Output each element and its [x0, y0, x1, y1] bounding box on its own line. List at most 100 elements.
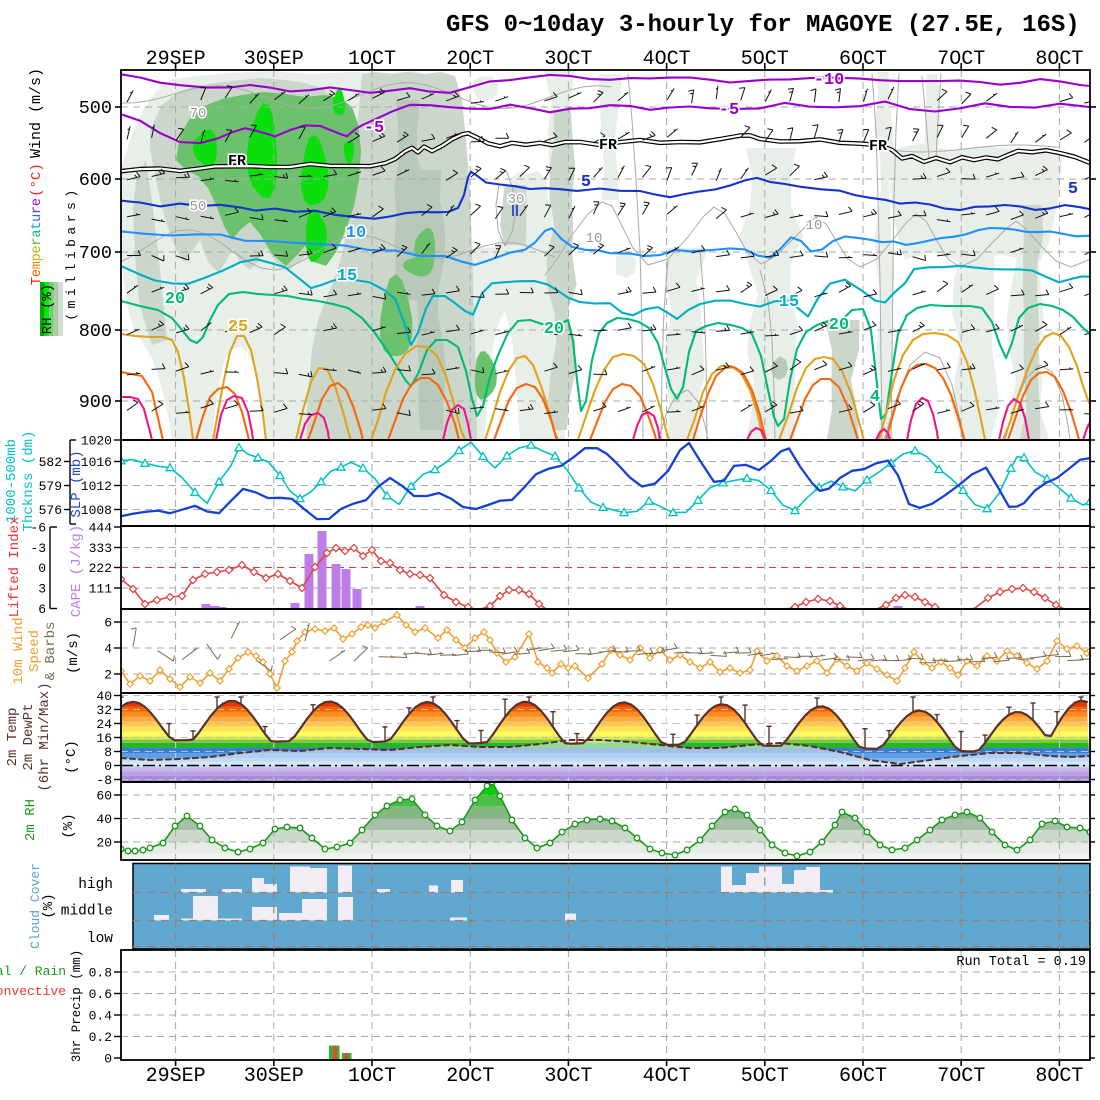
- svg-text:1OCT: 1OCT: [348, 1065, 396, 1088]
- svg-text:Run Total = 0.19: Run Total = 0.19: [956, 955, 1086, 970]
- svg-text:0: 0: [104, 759, 112, 774]
- svg-text:-6: -6: [30, 521, 46, 536]
- svg-text:(°C): (°C): [64, 740, 80, 774]
- svg-text:SLP (mb): SLP (mb): [69, 450, 85, 517]
- svg-text:1012: 1012: [81, 479, 112, 494]
- svg-text:20: 20: [96, 836, 112, 851]
- svg-text:600: 600: [79, 170, 112, 191]
- svg-text:50: 50: [190, 199, 207, 215]
- svg-text:7OCT: 7OCT: [937, 48, 985, 71]
- svg-text:Convective: Convective: [0, 984, 66, 999]
- svg-text:high: high: [78, 877, 113, 893]
- svg-text:-5: -5: [364, 119, 384, 138]
- svg-text:4: 4: [104, 642, 112, 657]
- svg-text:30SEP: 30SEP: [244, 1065, 304, 1088]
- svg-text:7OCT: 7OCT: [937, 1065, 985, 1088]
- svg-text:Thcknss (dm): Thcknss (dm): [21, 431, 37, 532]
- svg-text:20: 20: [165, 290, 185, 309]
- svg-text:t: t: [30, 222, 45, 230]
- svg-text:r: r: [30, 237, 45, 245]
- svg-text:32: 32: [96, 703, 112, 718]
- svg-text:e: e: [30, 269, 45, 277]
- svg-text:5: 5: [581, 173, 591, 192]
- svg-text:0.4: 0.4: [89, 1009, 113, 1024]
- svg-text:5: 5: [1068, 180, 1078, 199]
- svg-text:a: a: [30, 230, 45, 238]
- svg-text:3OCT: 3OCT: [544, 1065, 592, 1088]
- svg-text:500: 500: [79, 98, 112, 119]
- svg-text:Cloud Cover: Cloud Cover: [28, 863, 43, 949]
- svg-text:5OCT: 5OCT: [741, 48, 789, 71]
- svg-text:15: 15: [337, 267, 357, 286]
- svg-text:0.6: 0.6: [89, 987, 112, 1002]
- svg-text:900: 900: [79, 392, 112, 413]
- svg-text:30: 30: [508, 192, 525, 208]
- svg-text:25: 25: [228, 318, 248, 337]
- svg-text:800: 800: [79, 321, 112, 342]
- svg-text:30SEP: 30SEP: [244, 48, 304, 71]
- svg-text:6: 6: [38, 602, 46, 617]
- svg-text:10: 10: [806, 218, 823, 234]
- svg-text:-8: -8: [96, 773, 112, 788]
- svg-text:FR: FR: [869, 138, 887, 155]
- svg-text:2OCT: 2OCT: [446, 1065, 494, 1088]
- svg-text:1008: 1008: [81, 503, 112, 518]
- svg-text:e: e: [30, 198, 45, 206]
- svg-text:& Barbs: & Barbs: [43, 622, 59, 681]
- svg-text:(millibars): (millibars): [64, 185, 79, 320]
- svg-text:(°C): (°C): [29, 163, 45, 197]
- svg-text:3hr Precip (mm): 3hr Precip (mm): [70, 950, 84, 1063]
- svg-text:r: r: [30, 206, 45, 214]
- svg-text:4OCT: 4OCT: [643, 48, 691, 71]
- svg-text:111: 111: [89, 582, 113, 597]
- svg-text:2OCT: 2OCT: [446, 48, 494, 71]
- svg-text:5OCT: 5OCT: [741, 1065, 789, 1088]
- svg-text:579: 579: [39, 479, 62, 494]
- svg-text:60: 60: [96, 789, 112, 804]
- svg-text:15: 15: [779, 293, 799, 312]
- svg-text:u: u: [30, 214, 45, 222]
- svg-text:low: low: [87, 931, 113, 947]
- svg-text:10: 10: [346, 224, 366, 243]
- svg-text:29SEP: 29SEP: [146, 1065, 206, 1088]
- svg-text:2m DewPt: 2m DewPt: [21, 703, 37, 770]
- svg-text:10m Wind: 10m Wind: [11, 617, 27, 684]
- svg-text:40: 40: [96, 689, 112, 704]
- svg-text:p: p: [30, 253, 45, 261]
- svg-text:1OCT: 1OCT: [348, 48, 396, 71]
- svg-text:middle: middle: [61, 904, 113, 920]
- svg-text:3: 3: [38, 582, 46, 597]
- svg-text:CAPE (J/kg): CAPE (J/kg): [69, 525, 85, 617]
- svg-text:8OCT: 8OCT: [1035, 48, 1083, 71]
- svg-text:576: 576: [39, 503, 62, 518]
- svg-text:700: 700: [79, 243, 112, 264]
- svg-text:8: 8: [104, 745, 112, 760]
- svg-text:582: 582: [39, 455, 62, 470]
- svg-text:444: 444: [89, 521, 113, 536]
- svg-text:-10: -10: [814, 71, 845, 90]
- svg-text:10: 10: [586, 231, 603, 247]
- svg-text:4: 4: [870, 388, 880, 407]
- svg-text:2m RH: 2m RH: [23, 799, 39, 841]
- svg-text:T: T: [30, 277, 45, 285]
- svg-text:3OCT: 3OCT: [544, 48, 592, 71]
- svg-text:29SEP: 29SEP: [146, 48, 206, 71]
- svg-text:2: 2: [104, 668, 112, 683]
- svg-text:8OCT: 8OCT: [1035, 1065, 1083, 1088]
- svg-text:-5: -5: [719, 101, 739, 120]
- svg-text:6OCT: 6OCT: [839, 1065, 887, 1088]
- svg-text:20: 20: [544, 320, 564, 339]
- svg-text:40: 40: [96, 812, 112, 827]
- svg-text:(m/s): (m/s): [66, 632, 82, 674]
- svg-text:0: 0: [104, 1052, 112, 1067]
- svg-text:4OCT: 4OCT: [643, 1065, 691, 1088]
- svg-text:m: m: [30, 261, 45, 269]
- svg-text:Total / Rain: Total / Rain: [0, 964, 66, 979]
- svg-text:222: 222: [89, 561, 112, 576]
- svg-text:16: 16: [96, 731, 112, 746]
- svg-text:(6hr Min/Max): (6hr Min/Max): [37, 682, 53, 791]
- svg-text:-3: -3: [30, 541, 46, 556]
- svg-text:Speed: Speed: [27, 630, 43, 672]
- svg-text:FR: FR: [599, 137, 617, 154]
- svg-text:0.8: 0.8: [89, 966, 112, 981]
